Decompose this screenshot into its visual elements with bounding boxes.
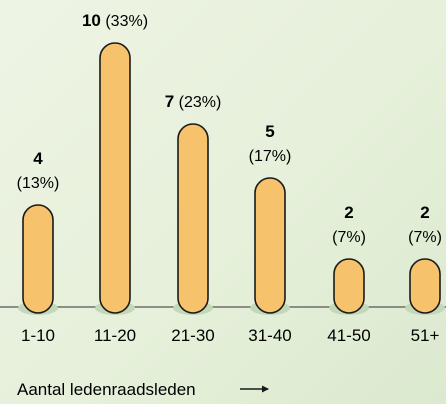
x-axis-arrow-icon [240,385,269,393]
x-tick-label: 51+ [411,326,440,345]
data-label: 7 (23%) [165,92,222,111]
value-percent: (23%) [174,94,221,111]
value-count: 5 [265,122,274,141]
x-tick-label: 11-20 [94,326,136,345]
bar [99,42,131,314]
x-axis-label: Aantal ledenraadsleden [17,380,196,399]
bars-group [18,42,445,315]
value-count: 7 [165,92,174,111]
value-count: 10 [82,11,101,30]
x-tick-label: 1-10 [21,326,55,345]
bar [177,123,209,314]
x-tick-label: 21-30 [171,326,214,345]
value-count: 4 [33,149,43,168]
bar [409,258,441,314]
data-label: 10 (33%) [82,11,148,30]
x-tick-label: 41-50 [327,326,370,345]
value-percent: (7%) [408,229,442,246]
labels-group: 1-10 4 (13%) 11-20 10 (33%) 21-30 7 (23%) 31-40… [17,11,442,345]
value-count: 2 [420,203,429,222]
value-percent: (13%) [17,175,60,192]
bar [333,258,365,314]
value-percent: (17%) [249,148,292,165]
value-percent: (33%) [101,13,148,30]
value-percent: (7%) [332,229,366,246]
value-count: 2 [344,203,353,222]
bar [254,177,286,314]
bar [22,204,54,314]
x-tick-label: 31-40 [248,326,291,345]
